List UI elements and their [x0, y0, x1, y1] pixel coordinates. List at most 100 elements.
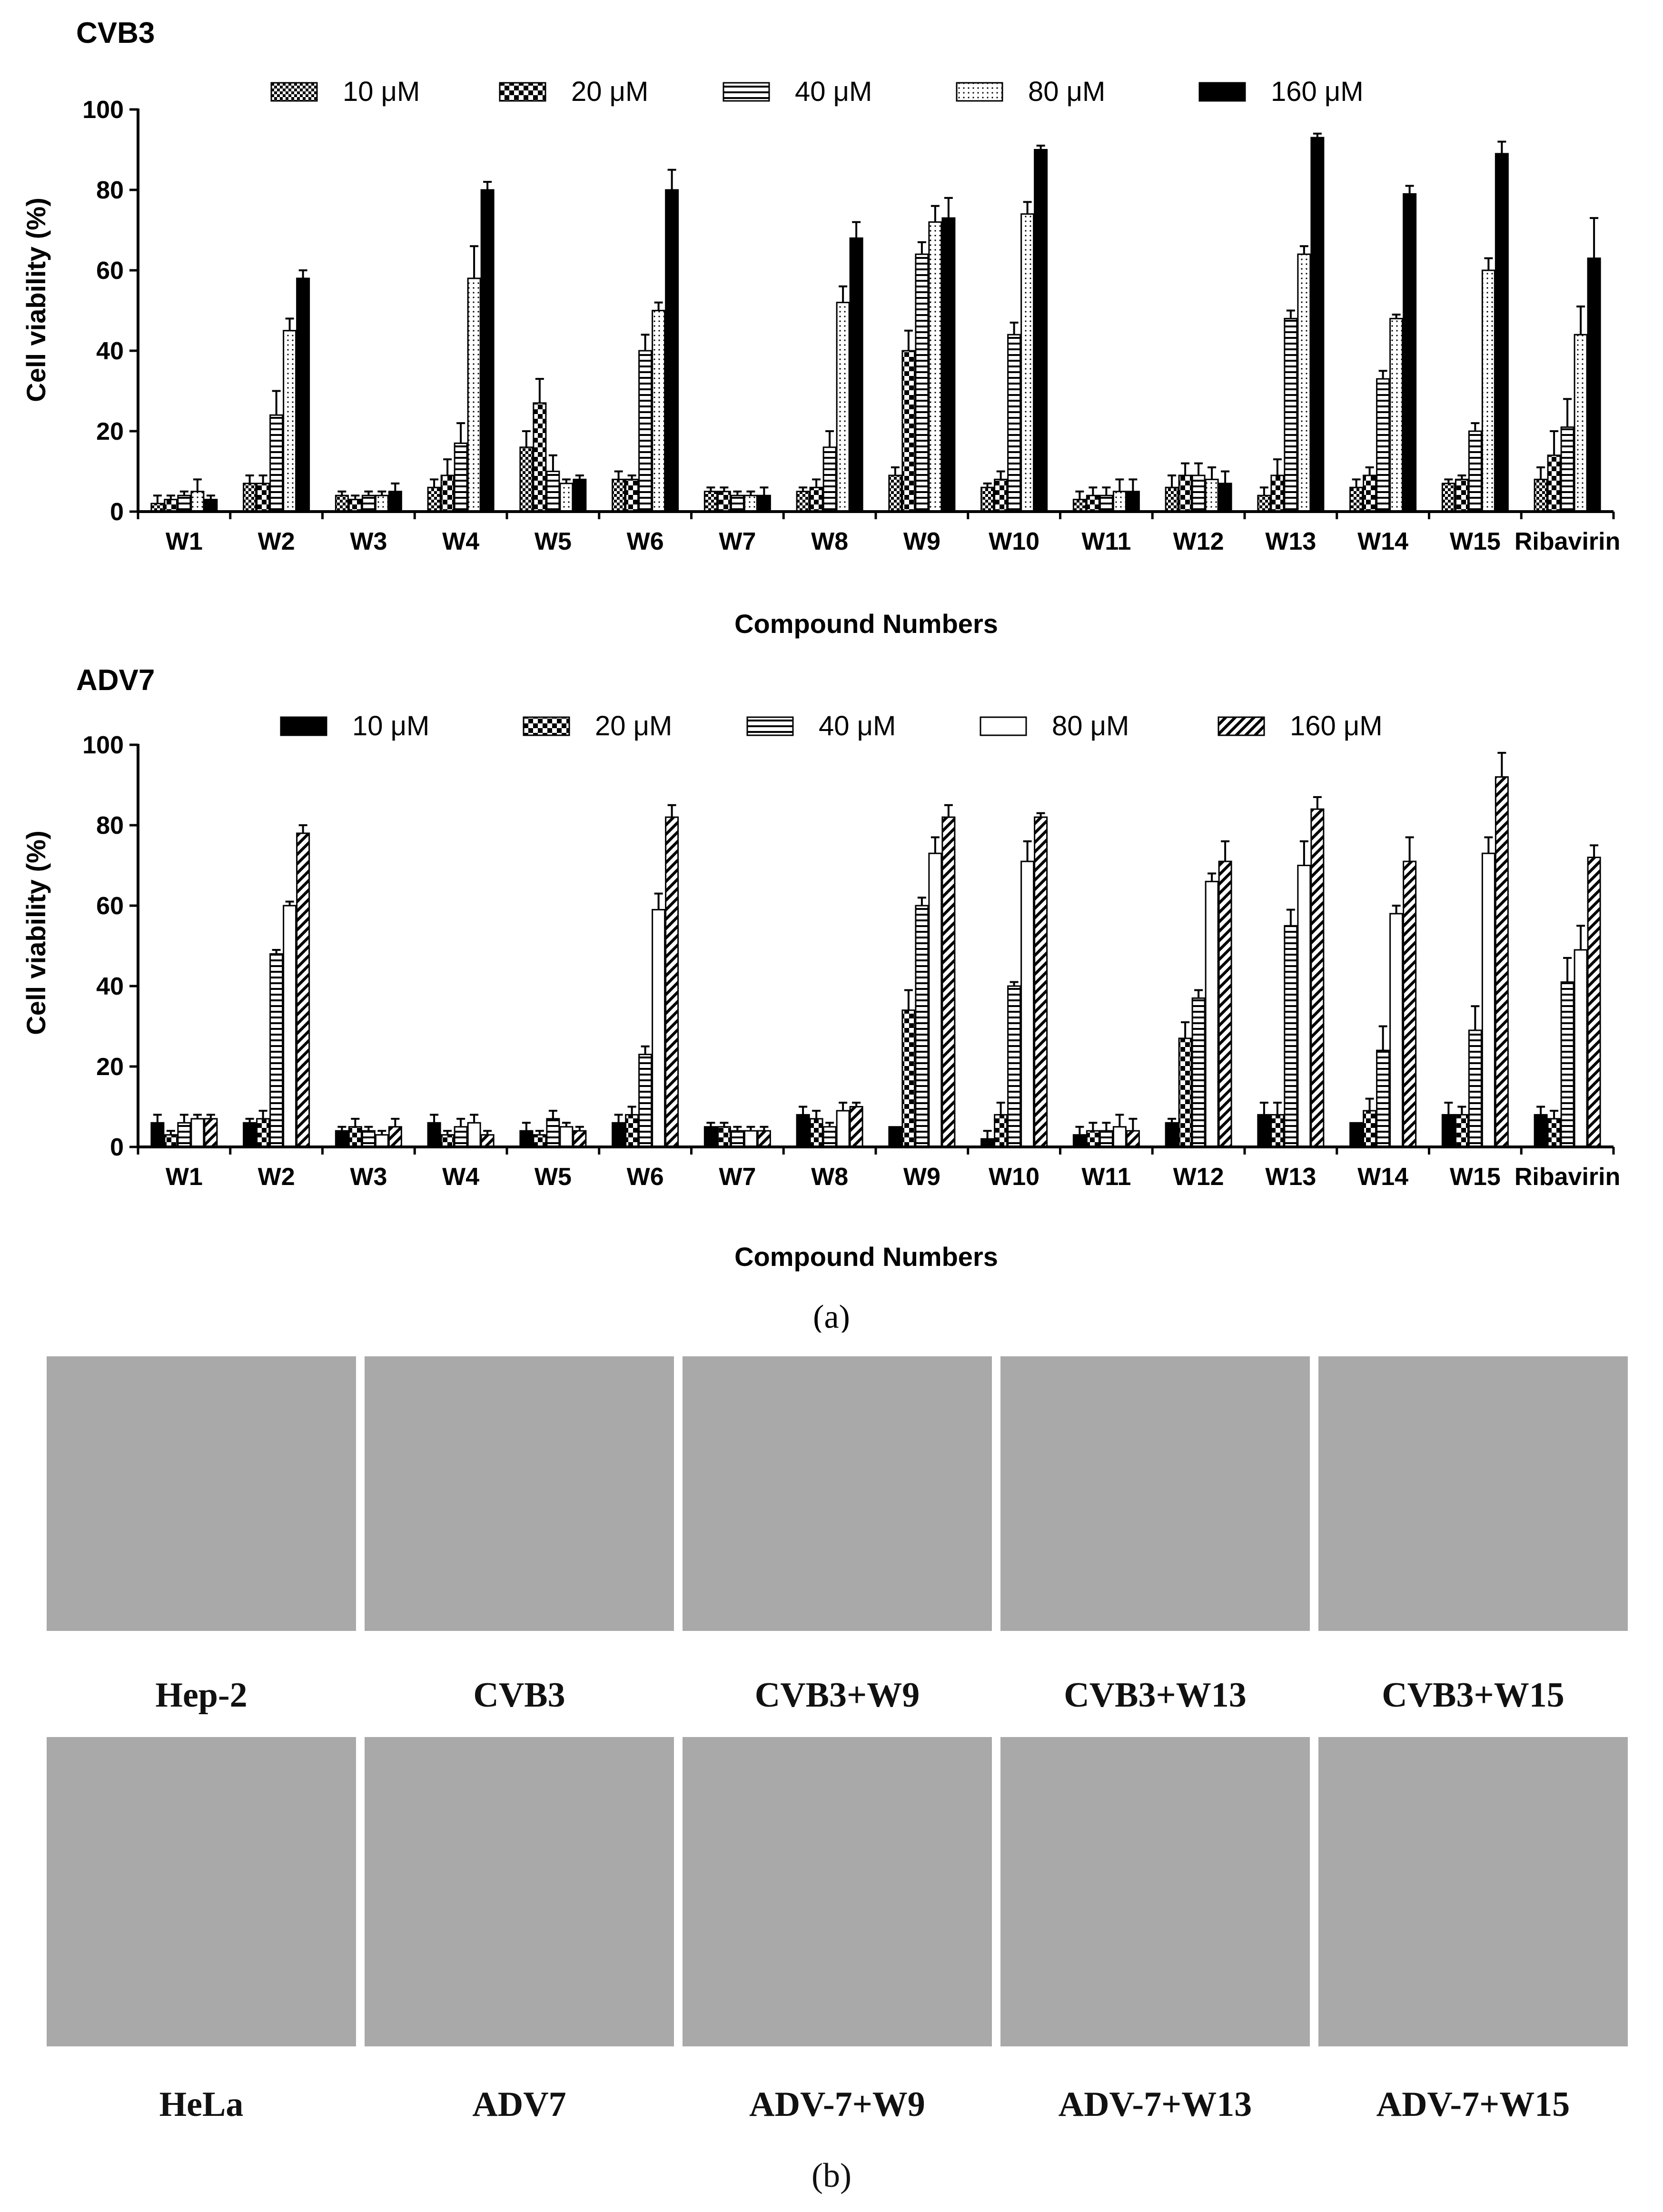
bar-w12-3: [1205, 880, 1219, 1148]
legend-label: 10 μM: [343, 76, 420, 107]
bar-w2-2: [269, 414, 284, 513]
bar-w8-4: [849, 237, 863, 513]
bar-w6-1: [625, 1114, 639, 1148]
x-tick-label: W9: [903, 1163, 940, 1191]
bar-w9-2: [915, 253, 929, 513]
bar-w11-2: [1099, 494, 1113, 513]
legend-swatch: [1218, 716, 1265, 736]
bar-w6-3: [652, 908, 666, 1148]
micrograph-adv7-w9: [683, 1737, 992, 2046]
bar-w8-4: [849, 1106, 863, 1148]
bar-w7-1: [717, 1126, 731, 1148]
x-tick-label: W1: [166, 528, 203, 555]
x-tick-label: W3: [350, 528, 387, 555]
bar-w10-2: [1007, 985, 1021, 1148]
micrograph-adv7: [365, 1737, 674, 2046]
legend-label: 20 μM: [595, 711, 672, 741]
x-tick-label: W4: [442, 1163, 479, 1191]
legend-label: 80 μM: [1028, 76, 1105, 107]
bar-w4-3: [467, 277, 481, 513]
micrograph-cvb3-w9: [683, 1356, 992, 1631]
caption-cvb3-w13: CVB3+W13: [1064, 1676, 1247, 1715]
bar-w14-1: [1363, 1110, 1377, 1148]
x-tick-label: W8: [811, 1163, 848, 1191]
bar-w7-2: [730, 494, 744, 513]
bar-w7-0: [703, 1126, 718, 1148]
bar-w13-3: [1297, 865, 1311, 1148]
bar-w8-2: [822, 446, 837, 513]
bar-w3-4: [388, 491, 402, 513]
micrograph-hela: [47, 1737, 356, 2046]
bar-w8-2: [822, 1126, 837, 1148]
bar-w10-1: [994, 478, 1008, 513]
x-tick-label: W12: [1173, 528, 1224, 555]
bar-w4-0: [427, 1122, 441, 1148]
y-tick-label: 20: [96, 1053, 124, 1081]
bar-w15-3: [1481, 852, 1495, 1148]
bar-w7-3: [743, 494, 758, 513]
bar-w12-3: [1205, 478, 1219, 513]
bar-w8-3: [836, 302, 850, 513]
bar-w11-2: [1099, 1130, 1113, 1148]
bar-w1-4: [204, 1118, 218, 1148]
y-tick-label: 60: [96, 892, 124, 920]
bar-w3-1: [348, 499, 362, 513]
x-tick-label: W4: [442, 528, 479, 555]
panel-b-label: (b): [812, 2156, 851, 2194]
bar-w6-4: [665, 189, 679, 513]
chart-title: ADV7: [76, 664, 155, 697]
bar-w4-1: [440, 1134, 455, 1148]
x-tick-label: W6: [627, 1163, 664, 1191]
legend-swatch: [723, 82, 770, 102]
bar-w14-4: [1403, 193, 1417, 513]
legend-swatch: [270, 82, 318, 102]
bar-w4-1: [440, 474, 455, 513]
legend-swatch: [956, 82, 1003, 102]
x-tick-label: Ribavirin: [1515, 1163, 1621, 1191]
bar-ribavirin-2: [1560, 426, 1574, 513]
bar-w5-3: [559, 1126, 574, 1148]
bar-w6-0: [612, 478, 626, 513]
x-tick-label: W2: [258, 528, 295, 555]
legend-label: 40 μM: [795, 76, 872, 107]
bar-w15-3: [1481, 269, 1495, 513]
bar-w9-3: [928, 852, 942, 1148]
bar-ribavirin-3: [1574, 334, 1588, 513]
bar-w15-4: [1495, 776, 1509, 1148]
bar-w15-2: [1468, 1029, 1482, 1148]
y-tick-label: 0: [110, 498, 124, 526]
bar-w7-0: [703, 491, 718, 513]
bar-w5-0: [519, 446, 534, 513]
bar-w10-1: [994, 1114, 1008, 1148]
bars: [150, 132, 1601, 513]
legend-label: 80 μM: [1052, 711, 1129, 741]
bar-w14-0: [1349, 486, 1364, 513]
bar-w1-2: [177, 1122, 191, 1148]
bar-w13-1: [1270, 474, 1285, 513]
y-tick-label: 40: [96, 973, 124, 1000]
caption-adv7-w9: ADV-7+W9: [749, 2085, 925, 2124]
bar-w7-4: [757, 1130, 771, 1148]
y-tick-label: 100: [82, 96, 124, 124]
x-tick-label: W15: [1450, 528, 1501, 555]
bar-w12-4: [1218, 483, 1232, 513]
bar-w11-1: [1086, 1130, 1100, 1148]
bar-w10-3: [1020, 860, 1035, 1148]
bar-w4-0: [427, 486, 441, 513]
cvb3-chart: CVB3 Cell viability (%) Compound Numbers…: [21, 17, 1620, 639]
legend-swatch: [280, 716, 327, 736]
bar-w5-2: [546, 1118, 560, 1148]
bar-w11-3: [1112, 491, 1127, 513]
micrograph-adv7-w15: [1318, 1737, 1628, 2046]
bar-ribavirin-0: [1534, 478, 1548, 513]
bar-w4-3: [467, 1122, 481, 1148]
bar-w2-3: [283, 905, 297, 1148]
bar-w4-4: [480, 1134, 495, 1148]
bar-w7-2: [730, 1130, 744, 1148]
bar-ribavirin-1: [1547, 454, 1561, 513]
bar-w2-0: [243, 483, 257, 513]
bar-w2-3: [283, 330, 297, 513]
y-tick-label: 80: [96, 177, 124, 204]
y-axis-label: Cell viability (%): [21, 198, 51, 402]
x-tick-label: W10: [989, 528, 1039, 555]
